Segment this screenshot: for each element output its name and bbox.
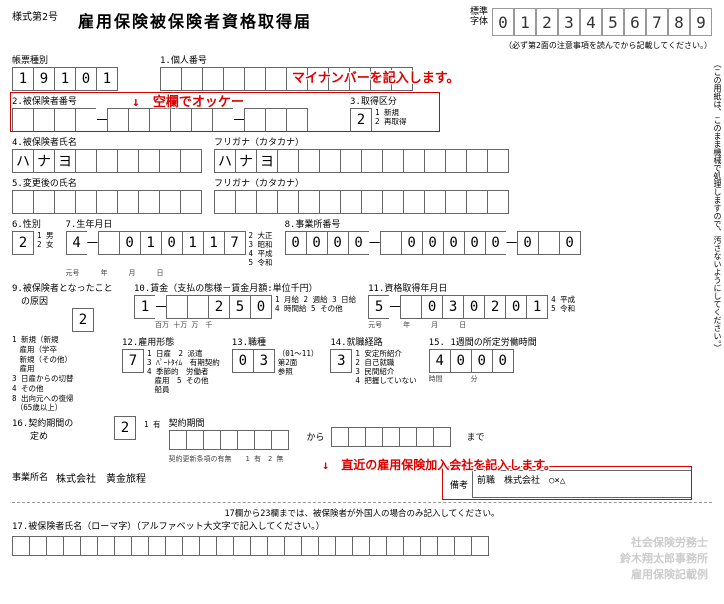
f16-period-from[interactable] [169,430,289,450]
f13-sub: （01～11） 第2面 参照 [278,349,319,376]
f16-boxes[interactable]: 2 [114,416,136,440]
from-label: から [307,430,325,443]
f7-boxes[interactable]: 4－010117 [66,231,246,267]
f7-sub: 元号 年 月 日 [66,268,273,278]
f16-period-label: 契約期間 [169,416,289,429]
f10-boxes[interactable]: 1－250 [134,295,272,319]
to-label: まで [467,430,485,443]
f16-period-to[interactable] [331,427,451,447]
f9-boxes[interactable]: 2 [72,308,122,332]
f16-label: 16.契約期間の 定め [12,416,102,442]
f9-list: 1 新規（新規 雇用（学卒 新規（その他） 雇用 3 日雇からの切替 4 その他… [12,335,122,413]
f10-opts: 1 月給 2 週給 3 日給 4 時間給 5 その他 [275,295,356,319]
f14-opts: 1 安定所紹介 2 自己就職 3 民間紹介 4 把握していない [355,349,416,385]
biz-name: 株式会社 黄金旅程 [56,470,146,485]
remark-box[interactable]: 前職 株式会社 ○×△ [472,470,692,498]
f13-label: 13.職種 [232,335,319,348]
annot-remark: ↓ 直近の雇用保険加入会社を記入します。 [322,456,556,473]
annot-blank-ok: ↓ 空欄でオッケー [132,91,244,110]
f10-label: 10.賃金（支払の態様－賃金月額:単位千円） [134,281,356,294]
annot-mynumber: マイナンバーを記入します。 [292,67,459,86]
f6-label: 6.性別 [12,217,54,230]
f11-boxes[interactable]: 5－030201 [368,295,548,319]
remark-label: 備考 [450,478,468,491]
f7-opts: 2 大正 3 昭和 4 平成 5 令和 [249,231,273,267]
f11-opts: 4 平成 5 令和 [551,295,575,319]
f15-label: 15. 1週間の所定労働時間 [429,335,537,348]
f8-boxes[interactable]: 0000－00000－00 [285,231,581,255]
f14-boxes[interactable]: 3 [330,349,352,385]
f16-opts: 1 有 [144,420,161,429]
watermark: 社会保険労務士 鈴木翔太郎事務所 雇用保険記載例 [620,534,708,582]
biz-name-label: 事業所名 [12,470,48,483]
f3-label: 3.取得区分 [350,94,407,107]
f17-label: 17.被保険者氏名（ローマ字）（アルファベット大文字で記入してください。） [12,519,325,532]
f4-label: 4.被保険者氏名 [12,135,202,148]
f1b-label: 1.個人番号 [160,53,413,66]
f7-label: 7.生年月日 [66,217,273,230]
f6-opts: 1 男 2 女 [37,231,54,255]
f17-note: 17欄から23欄までは、被保険者が外国人の場合のみ記入してください。 [12,507,712,519]
f4b-boxes[interactable]: ハナヨ [214,149,509,173]
f11-label: 11.資格取得年月日 [368,281,575,294]
f17-boxes[interactable] [12,536,712,556]
f12-boxes[interactable]: 7 [122,349,144,394]
f5-label: 5.変更後の氏名 [12,176,202,189]
f5b-boxes[interactable] [214,190,509,214]
f1-label: 帳票種別 [12,53,118,66]
f11-sub: 元号 年 月 日 [368,320,575,330]
f15-sub: 時間 分 [429,374,537,384]
form-number: 様式第2号 [12,8,58,23]
f12-opts: 1 日雇 2 派遣 3 ﾊﾟｰﾄﾀｲﾑ 有期契約 4 季節的 労働者 雇用 5 … [147,349,220,394]
f1-boxes[interactable]: 19101 [12,67,118,91]
f16-renew: 契約更新条項の有無 1 有 2 無 [169,454,289,464]
f10-sub: 百万 十万 万 千 [134,320,356,330]
f12-label: 12.雇用形態 [122,335,220,348]
f9-label: 9.被保険者となったこと の原因 [12,281,122,307]
f5b-label: フリガナ（カタカナ） [214,176,509,189]
form-title: 雇用保険被保険者資格取得届 [78,8,312,32]
sample-digits: 0123456789 [492,8,712,36]
f5-boxes[interactable] [12,190,202,214]
f13-boxes[interactable]: 03 [232,349,275,376]
sample-label: 標準 字体 [470,8,488,28]
vertical-note: （この用紙は、このまま機械で処理しますので、汚さないようにしてください。） [712,60,722,500]
f6-boxes[interactable]: 2 [12,231,34,255]
f8-label: 8.事業所番号 [285,217,581,230]
f14-label: 14.就職経路 [330,335,416,348]
sample-note: （必ず第2面の注意事項を読んでから記載してください。） [12,40,712,51]
f4-boxes[interactable]: ハナヨ [12,149,202,173]
f3-opts: 1 新規 2 再取得 [375,108,407,132]
f4b-label: フリガナ（カタカナ） [214,135,509,148]
f3-boxes[interactable]: 2 [350,108,372,132]
f15-boxes[interactable]: 4000 [429,349,537,373]
f2-boxes[interactable]: －－ [12,108,308,132]
